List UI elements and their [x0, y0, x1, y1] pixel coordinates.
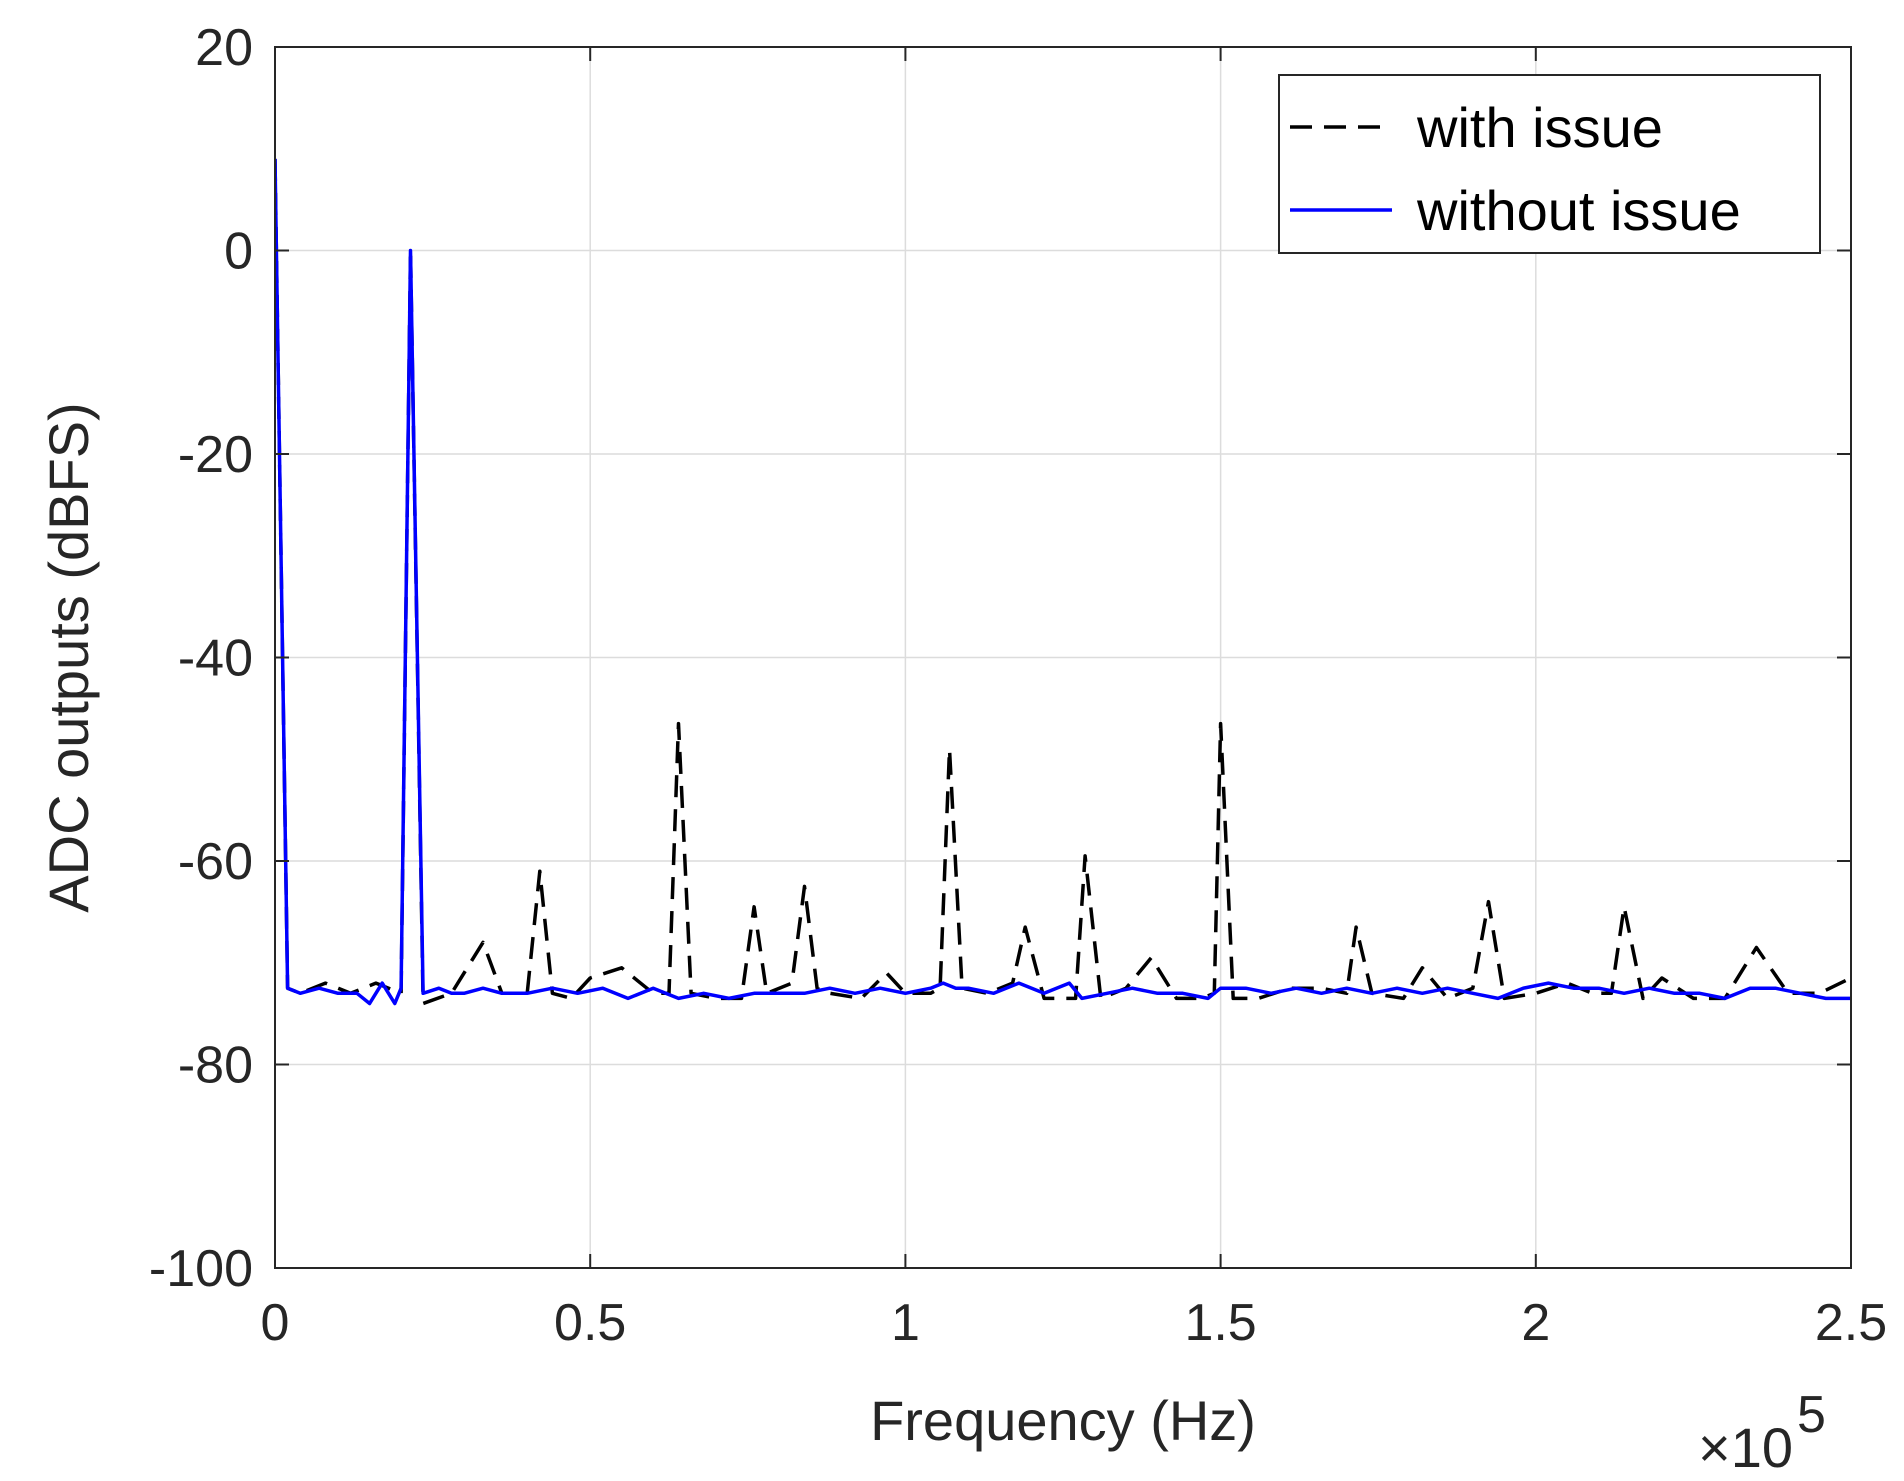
legend-label-without-issue: without issue [1416, 179, 1741, 242]
tick-marks [274, 46, 1852, 1269]
x-axis-title: Frequency (Hz) [870, 1389, 1256, 1452]
series-line-with-issue [275, 158, 1851, 1006]
x-tick-label: 0.5 [554, 1294, 626, 1352]
y-tick-label: -40 [178, 630, 253, 688]
x-tick-label: 1.5 [1184, 1294, 1256, 1352]
y-tick-label: -100 [149, 1240, 253, 1298]
legend-box [1278, 74, 1821, 254]
x-tick-label: 1 [891, 1294, 920, 1352]
series-group [275, 158, 1851, 1006]
x-exponent-label: ×10 5 [1698, 1386, 1826, 1479]
x-exponent-power: 5 [1797, 1386, 1826, 1444]
x-tick-labels: 0 0.5 1 1.5 2 2.5 [261, 1294, 1888, 1352]
x-tick-label: 0 [261, 1294, 290, 1352]
legend-label-with-issue: with issue [1416, 96, 1663, 159]
x-tick-label: 2 [1521, 1294, 1550, 1352]
y-tick-labels: 20 0 -20 -40 -60 -80 -100 [149, 19, 253, 1298]
x-exponent-base: ×10 [1698, 1416, 1793, 1479]
y-axis-title: ADC outputs (dBFS) [37, 402, 100, 912]
legend: with issue without issue [1278, 74, 1821, 254]
y-tick-label: 0 [224, 223, 253, 281]
series-line-without-issue [275, 158, 1851, 1006]
y-tick-label: -20 [178, 426, 253, 484]
y-tick-label: -80 [178, 1037, 253, 1095]
y-tick-label: -60 [178, 833, 253, 891]
x-tick-label: 2.5 [1815, 1294, 1887, 1352]
y-tick-label: 20 [195, 19, 253, 77]
